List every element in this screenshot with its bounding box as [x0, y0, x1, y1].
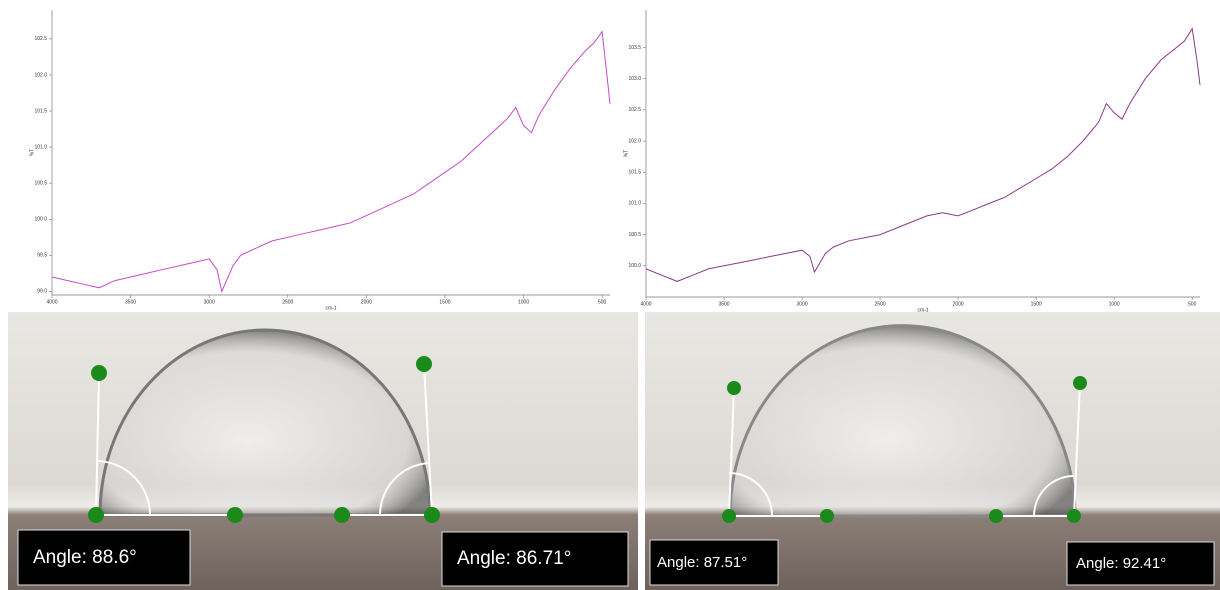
figure-canvas: Angle: 88.6° Angle: 86.71° Angle: 87.51°…: [0, 0, 1220, 590]
y-axis-label: %T: [623, 150, 629, 158]
x-tick-label: 1000: [518, 299, 529, 305]
x-tick-label: 1500: [439, 299, 450, 305]
angle-label: Angle: 92.41°: [1076, 555, 1166, 572]
y-tick-label: 101.0: [34, 144, 47, 150]
y-tick-label: 100.5: [628, 232, 641, 238]
spectrum-line: [52, 32, 610, 292]
angle-label: Angle: 88.6°: [33, 547, 137, 568]
y-axis-label: %T: [29, 149, 35, 157]
y-tick-label: 102.0: [34, 72, 47, 78]
y-tick-label: 100.0: [628, 263, 641, 269]
x-tick-label: 1000: [1109, 301, 1120, 307]
x-tick-label: 4000: [640, 301, 651, 307]
x-tick-label: 2500: [875, 301, 886, 307]
y-tick-label: 101.0: [628, 201, 641, 207]
y-tick-label: 99.0: [37, 289, 47, 295]
figure: Angle: 88.6° Angle: 86.71° Angle: 87.51°…: [0, 0, 1220, 590]
x-tick-label: 4000: [46, 299, 57, 305]
y-tick-label: 101.5: [34, 108, 47, 114]
x-tick-label: 2000: [953, 301, 964, 307]
x-axis-label: cm-1: [325, 305, 336, 311]
y-tick-label: 102.5: [628, 107, 641, 113]
y-tick-label: 100.0: [34, 217, 47, 223]
x-tick-label: 3500: [125, 299, 136, 305]
photo-right: Angle: 87.51° Angle: 92.41°: [645, 312, 1220, 590]
angle-label: Angle: 86.71°: [457, 548, 571, 569]
y-tick-label: 100.5: [34, 180, 47, 186]
spectrum-line: [646, 29, 1200, 282]
x-tick-label: 3000: [204, 299, 215, 305]
x-tick-label: 3500: [718, 301, 729, 307]
angle-label: Angle: 87.51°: [657, 554, 747, 571]
x-tick-label: 1500: [1031, 301, 1042, 307]
x-tick-label: 500: [1188, 301, 1197, 307]
y-tick-label: 103.5: [628, 45, 641, 51]
x-tick-label: 2000: [361, 299, 372, 305]
x-tick-label: 3000: [796, 301, 807, 307]
y-tick-label: 102.0: [628, 138, 641, 144]
x-tick-label: 500: [598, 299, 607, 305]
y-tick-label: 99.5: [37, 253, 47, 259]
y-tick-label: 103.0: [628, 76, 641, 82]
x-tick-label: 2500: [282, 299, 293, 305]
y-tick-label: 102.5: [34, 36, 47, 42]
y-tick-label: 101.5: [628, 170, 641, 176]
photo-left: Angle: 88.6° Angle: 86.71°: [8, 312, 638, 590]
x-axis-label: cm-1: [917, 307, 928, 313]
